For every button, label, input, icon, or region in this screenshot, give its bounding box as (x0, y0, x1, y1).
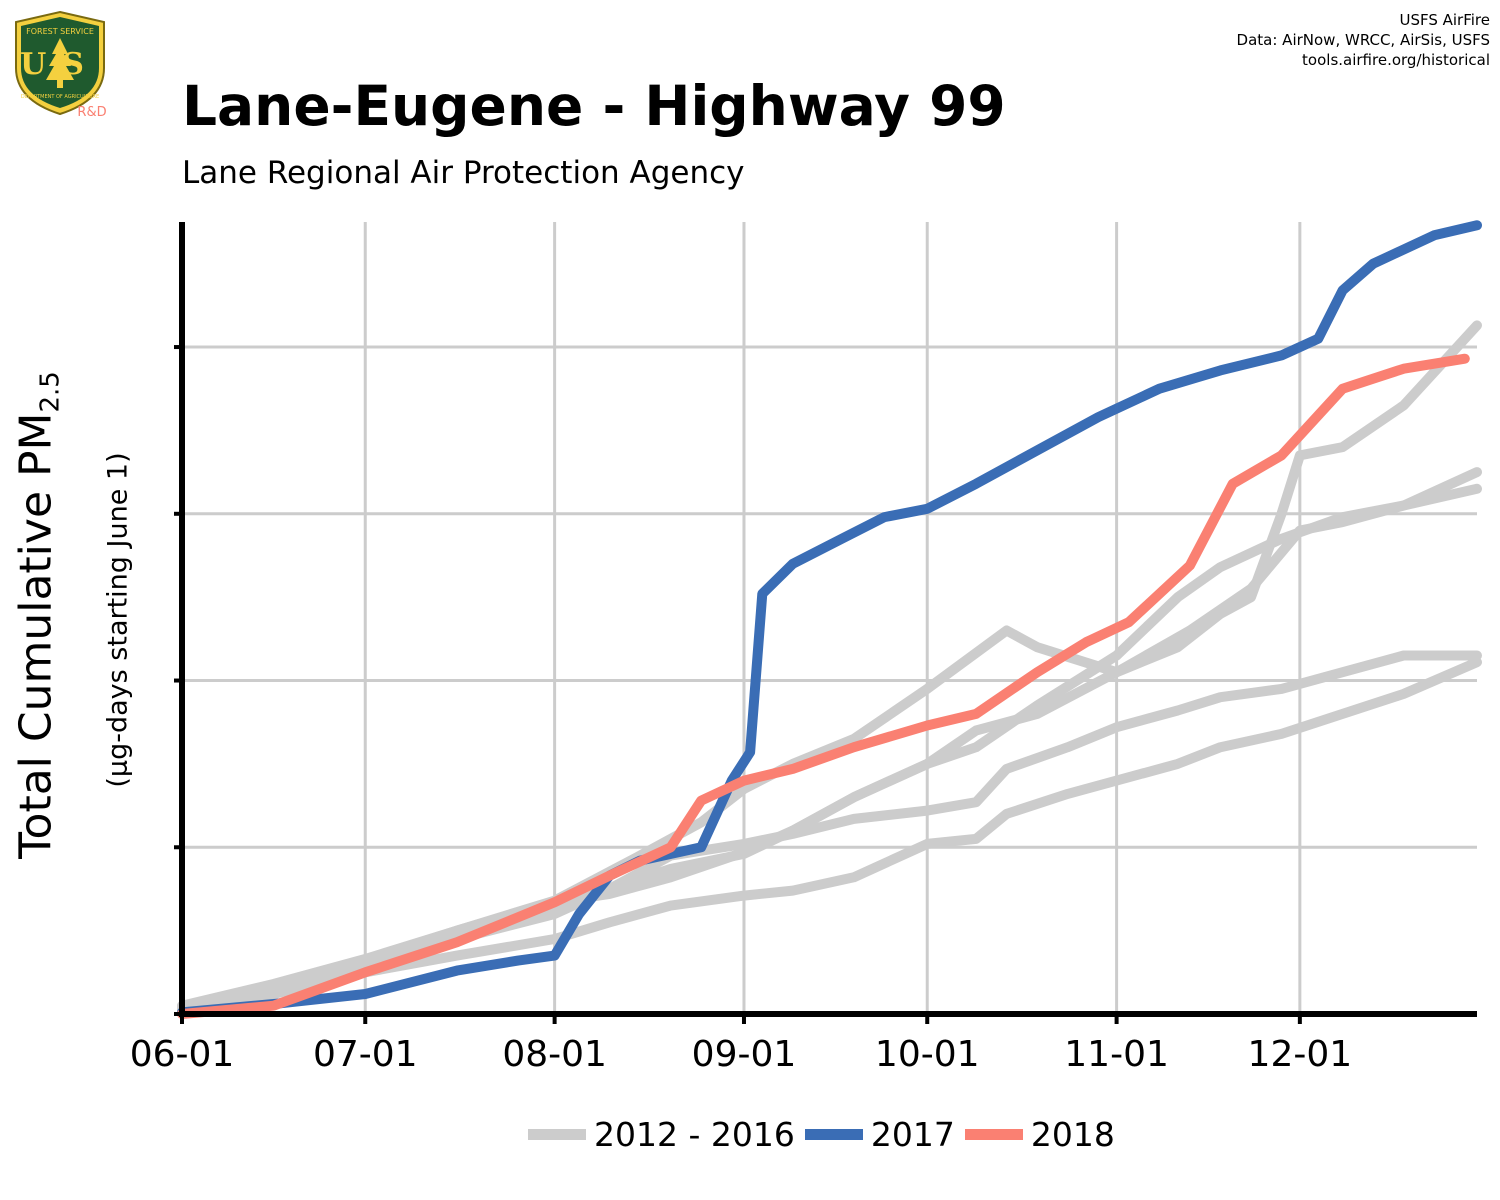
series-line (177, 320, 1482, 1014)
credit-line: Data: AirNow, WRCC, AirSis, USFS (1236, 31, 1490, 49)
legend-swatch (964, 1129, 1023, 1140)
x-tick-labels: 06-01 07-01 08-01 09-01 10-01 11-01 12-01 (130, 1034, 1352, 1075)
legend-item: 2018 (964, 1115, 1115, 1154)
x-tick-label: 06-01 (130, 1034, 235, 1075)
x-tick-label: 09-01 (692, 1034, 797, 1075)
series-group (177, 220, 1482, 1019)
credit-line: USFS AirFire (1399, 11, 1490, 29)
forest-service-logo: FOREST SERVICE US DEPARTMENT OF AGRICULT… (15, 10, 107, 118)
series-line (177, 353, 1470, 1019)
x-tick-label: 08-01 (502, 1034, 607, 1075)
legend-item: 2012 - 2016 (528, 1115, 795, 1154)
series-line (177, 467, 1482, 1011)
chart-subtitle: Lane Regional Air Protection Agency (182, 155, 745, 191)
svg-text:R&D: R&D (77, 105, 106, 118)
legend-label: 2018 (1030, 1115, 1115, 1154)
legend: 2012 - 2016 2017 2018 (528, 1115, 1125, 1154)
grid (180, 222, 1477, 1016)
legend-label: 2012 - 2016 (594, 1115, 795, 1154)
legend-item: 2017 (804, 1115, 955, 1154)
axes (174, 222, 1477, 1024)
series-line (177, 220, 1482, 1018)
svg-text:FOREST SERVICE: FOREST SERVICE (26, 27, 94, 36)
x-tick-label: 11-01 (1064, 1034, 1169, 1075)
legend-swatch (528, 1129, 586, 1140)
x-tick-label: 12-01 (1248, 1034, 1353, 1075)
x-tick-label: 07-01 (313, 1034, 418, 1075)
x-tick-label: 10-01 (875, 1034, 980, 1075)
legend-label: 2017 (870, 1115, 955, 1154)
credits: USFS AirFire Data: AirNow, WRCC, AirSis,… (1237, 10, 1490, 70)
svg-text:DEPARTMENT OF AGRICULTURE: DEPARTMENT OF AGRICULTURE (21, 94, 99, 100)
chart-title: Lane-Eugene - Highway 99 (182, 74, 1006, 138)
legend-swatch (804, 1129, 863, 1140)
series-line (177, 657, 1482, 1016)
credit-line: tools.airfire.org/historical (1302, 51, 1490, 69)
